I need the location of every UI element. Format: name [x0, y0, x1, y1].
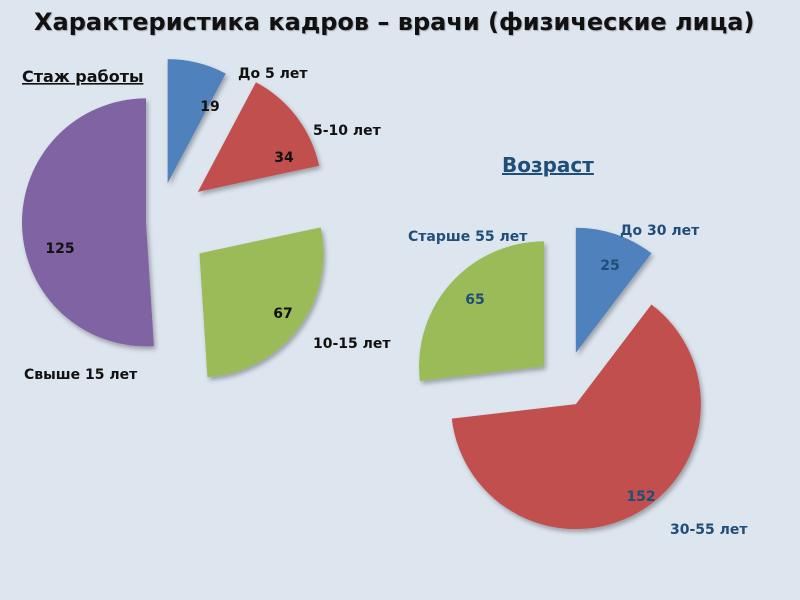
- category-label: 10-15 лет: [313, 336, 391, 352]
- value-label: 19: [200, 99, 219, 115]
- value-label: 34: [274, 150, 294, 166]
- category-label: 30-55 лет: [670, 522, 748, 538]
- chart-title: Возраст: [502, 153, 594, 177]
- category-label: Свыше 15 лет: [24, 367, 138, 383]
- category-label: 5-10 лет: [313, 123, 382, 139]
- category-label: До 5 лет: [238, 66, 308, 82]
- pie-slice: [22, 98, 154, 347]
- value-label: 152: [626, 489, 655, 505]
- pie-chart-age: Возраст До 30 лет 30-55 лет Старше 55 ле…: [408, 153, 748, 538]
- pie-slice: [197, 82, 320, 192]
- pie-slice: [419, 241, 545, 381]
- value-label: 65: [465, 292, 484, 308]
- value-label: 125: [45, 241, 74, 257]
- pie-slice: [451, 304, 701, 530]
- value-label: 67: [273, 306, 292, 322]
- pie-chart-experience: Стаж работы До 5 лет 5-10 лет 10-15 лет …: [22, 59, 391, 383]
- pie-slice: [167, 59, 226, 184]
- pie-slice: [199, 227, 324, 378]
- category-label: До 30 лет: [620, 223, 700, 239]
- value-label: 25: [600, 258, 619, 274]
- chart-title: Стаж работы: [22, 67, 143, 86]
- pie-slice: [575, 227, 652, 353]
- page-title: Характеристика кадров – врачи (физически…: [34, 8, 755, 36]
- category-label: Старше 55 лет: [408, 229, 528, 245]
